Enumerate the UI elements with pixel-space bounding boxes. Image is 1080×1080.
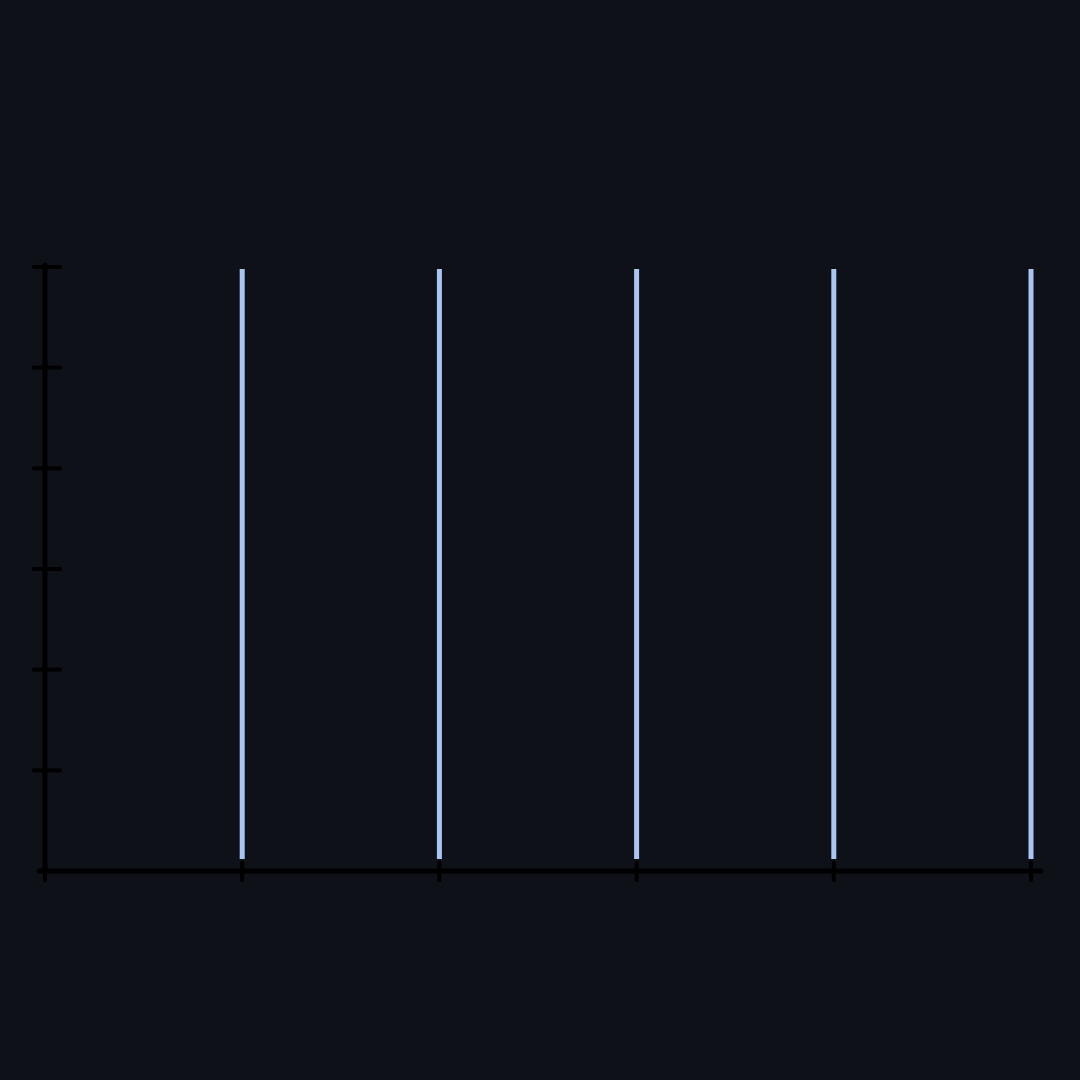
axes-layer xyxy=(32,262,1044,882)
bar-1 xyxy=(239,269,245,859)
bar-2 xyxy=(436,269,442,859)
bar-4 xyxy=(831,269,837,859)
bar-5 xyxy=(1028,269,1034,859)
bar-3 xyxy=(634,269,640,859)
bars-layer xyxy=(239,269,1034,859)
